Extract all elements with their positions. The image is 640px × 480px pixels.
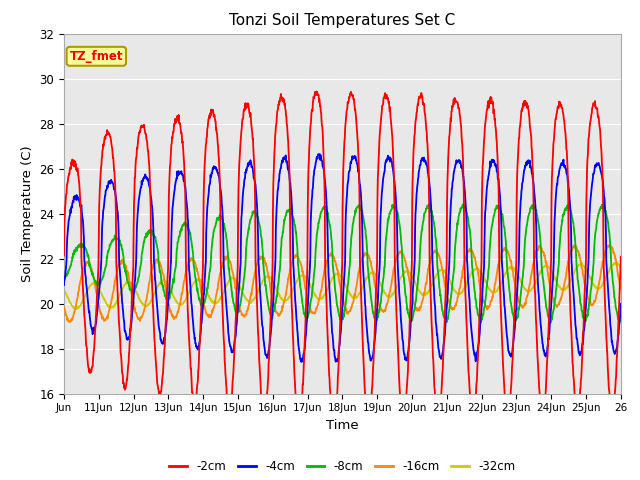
X-axis label: Time: Time [326,419,358,432]
Text: TZ_fmet: TZ_fmet [70,50,123,63]
Legend: -2cm, -4cm, -8cm, -16cm, -32cm: -2cm, -4cm, -8cm, -16cm, -32cm [164,455,520,478]
Title: Tonzi Soil Temperatures Set C: Tonzi Soil Temperatures Set C [229,13,456,28]
Y-axis label: Soil Temperature (C): Soil Temperature (C) [20,145,34,282]
